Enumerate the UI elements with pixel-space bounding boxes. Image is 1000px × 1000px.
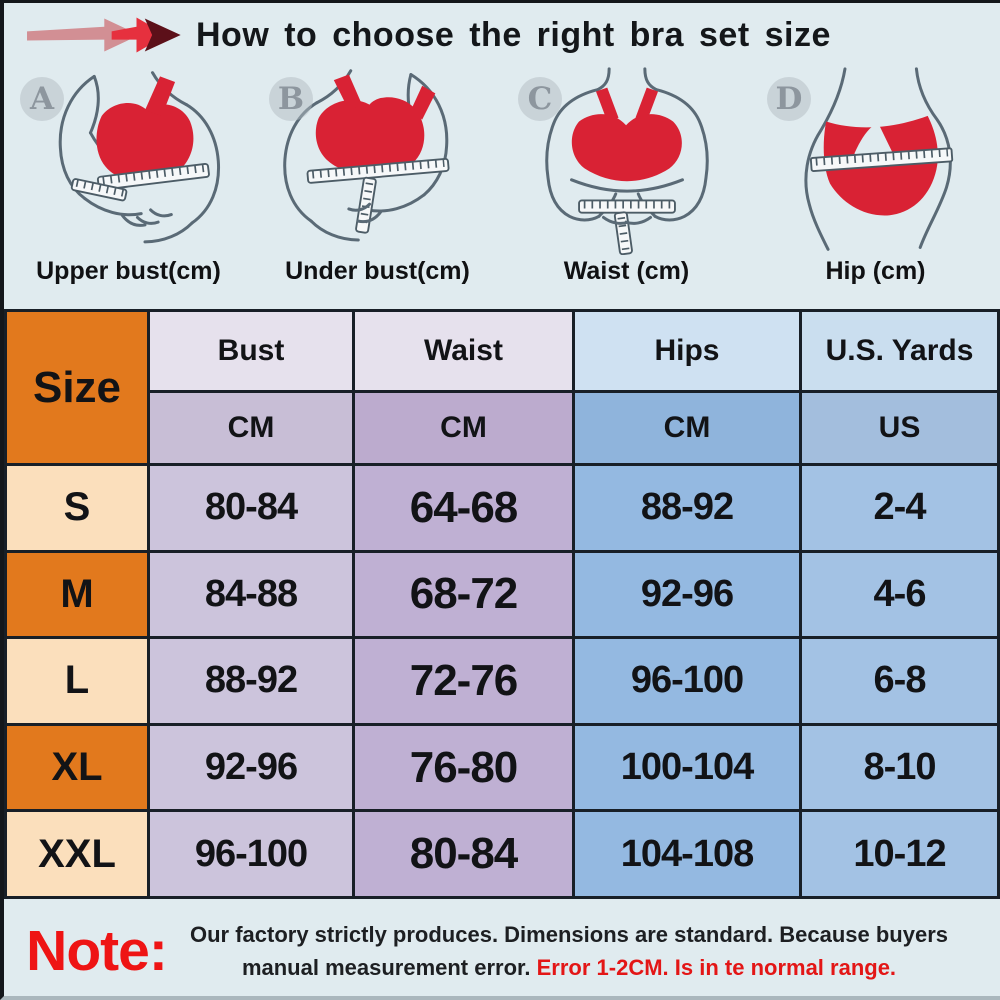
row-xxl-hips: 104-108 <box>575 812 799 896</box>
row-s-size: S <box>7 466 147 550</box>
header-size: Size <box>7 312 147 463</box>
header-waist: Waist <box>355 312 572 390</box>
row-l-us: 6-8 <box>802 639 997 723</box>
title-bar: How to choose the right bra set size <box>4 3 1000 67</box>
figure-a-label: Upper bust(cm) <box>36 257 221 285</box>
row-s-us: 2-4 <box>802 466 997 550</box>
unit-us: US <box>802 393 997 463</box>
row-xl-hips: 100-104 <box>575 725 799 810</box>
note-text: Our factory strictly produces. Dimension… <box>189 918 949 984</box>
header-bust: Bust <box>150 312 352 390</box>
header-us-yards: U.S. Yards <box>802 312 997 390</box>
row-l-bust: 88-92 <box>150 639 352 723</box>
figure-letter: C <box>527 81 553 117</box>
waist-illustration <box>544 67 709 255</box>
unit-bust-cm: CM <box>150 393 352 463</box>
figure-a-badge: A <box>20 77 64 121</box>
note-label: Note: <box>26 919 168 983</box>
row-s-waist: 64-68 <box>355 466 572 550</box>
figure-b-label: Under bust(cm) <box>285 257 470 285</box>
row-l-size: L <box>7 639 147 723</box>
row-m-hips: 92-96 <box>575 552 799 637</box>
row-m-us: 4-6 <box>802 552 997 637</box>
triple-arrow-icon <box>27 17 181 53</box>
figure-letter: B <box>277 81 305 117</box>
size-table-section: Size Bust Waist Hips U.S. Yards CM CM CM… <box>4 309 1000 899</box>
page-title: How to choose the right bra set size <box>196 15 831 54</box>
size-table: Size Bust Waist Hips U.S. Yards CM CM CM… <box>4 309 1000 899</box>
header-hips: Hips <box>575 312 799 390</box>
row-xxl-size: XXL <box>7 812 147 896</box>
hip-illustration <box>803 67 953 251</box>
figure-under-bust: B <box>253 67 502 291</box>
row-m-waist: 68-72 <box>355 552 572 637</box>
measurement-figures: A <box>4 67 1000 291</box>
figure-waist: C <box>502 67 751 291</box>
unit-hips-cm: CM <box>575 393 799 463</box>
row-xxl-us: 10-12 <box>802 812 997 896</box>
figure-c-badge: C <box>518 77 562 121</box>
row-l-waist: 72-76 <box>355 639 572 723</box>
figure-letter: D <box>775 81 803 117</box>
figure-hip: D Hip (cm) <box>751 67 1000 291</box>
unit-waist-cm: CM <box>355 393 572 463</box>
figure-upper-bust: A <box>4 67 253 291</box>
row-m-bust: 84-88 <box>150 552 352 637</box>
under-bust-illustration <box>282 69 450 242</box>
row-s-bust: 80-84 <box>150 466 352 550</box>
figure-c-label: Waist (cm) <box>563 257 690 285</box>
figure-d-badge: D <box>767 77 811 121</box>
row-xxl-bust: 96-100 <box>150 812 352 896</box>
note-section: Note: Our factory strictly produces. Dim… <box>4 899 1000 996</box>
row-m-size: M <box>7 552 147 637</box>
note-text-red: Error 1-2CM. Is in te normal range. <box>536 955 897 980</box>
figure-d-label: Hip (cm) <box>825 257 926 285</box>
row-xl-us: 8-10 <box>802 725 997 810</box>
row-s-hips: 88-92 <box>575 466 799 550</box>
figure-b-badge: B <box>269 77 313 121</box>
upper-bust-illustration <box>58 71 220 244</box>
row-xl-size: XL <box>7 725 147 810</box>
note-text-black: Our factory strictly produces. Dimension… <box>189 922 949 980</box>
row-xl-waist: 76-80 <box>355 725 572 810</box>
row-xxl-waist: 80-84 <box>355 812 572 896</box>
row-xl-bust: 92-96 <box>150 725 352 810</box>
row-l-hips: 96-100 <box>575 639 799 723</box>
figure-letter: A <box>29 81 55 117</box>
